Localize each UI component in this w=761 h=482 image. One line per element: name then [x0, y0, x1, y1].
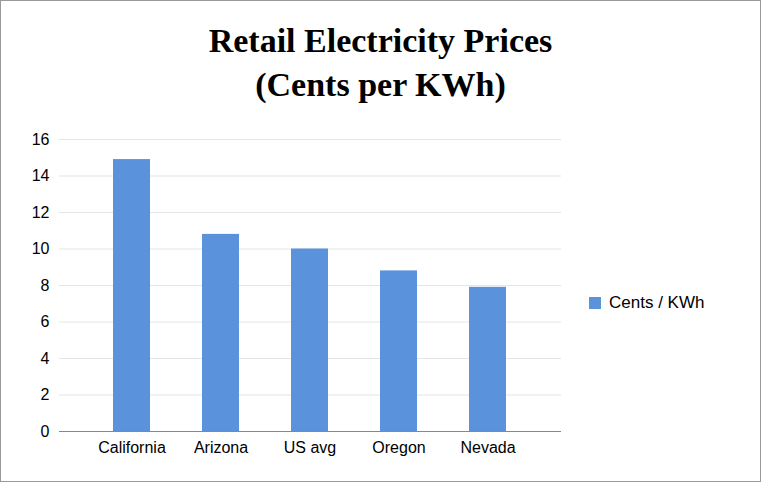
- svg-text:Arizona: Arizona: [194, 439, 248, 456]
- svg-text:4: 4: [41, 350, 50, 367]
- svg-text:0: 0: [41, 423, 50, 440]
- svg-text:14: 14: [32, 167, 50, 184]
- svg-text:12: 12: [32, 204, 50, 221]
- svg-text:Oregon: Oregon: [372, 439, 425, 456]
- html-text:(Cents per KWh): (Cents per KWh): [255, 66, 506, 103]
- svg-text:10: 10: [32, 240, 50, 257]
- svg-text:Nevada: Nevada: [460, 439, 515, 456]
- svg-text:2: 2: [41, 386, 50, 403]
- svg-text:6: 6: [41, 313, 50, 330]
- svg-text:California: California: [98, 439, 166, 456]
- html-text:Cents / KWh: Cents / KWh: [609, 293, 705, 312]
- svg-text:16: 16: [32, 131, 50, 148]
- svg-text:US avg: US avg: [284, 439, 336, 456]
- svg-text:8: 8: [41, 277, 50, 294]
- html-text:Retail Electricity Prices: Retail Electricity Prices: [208, 22, 553, 59]
